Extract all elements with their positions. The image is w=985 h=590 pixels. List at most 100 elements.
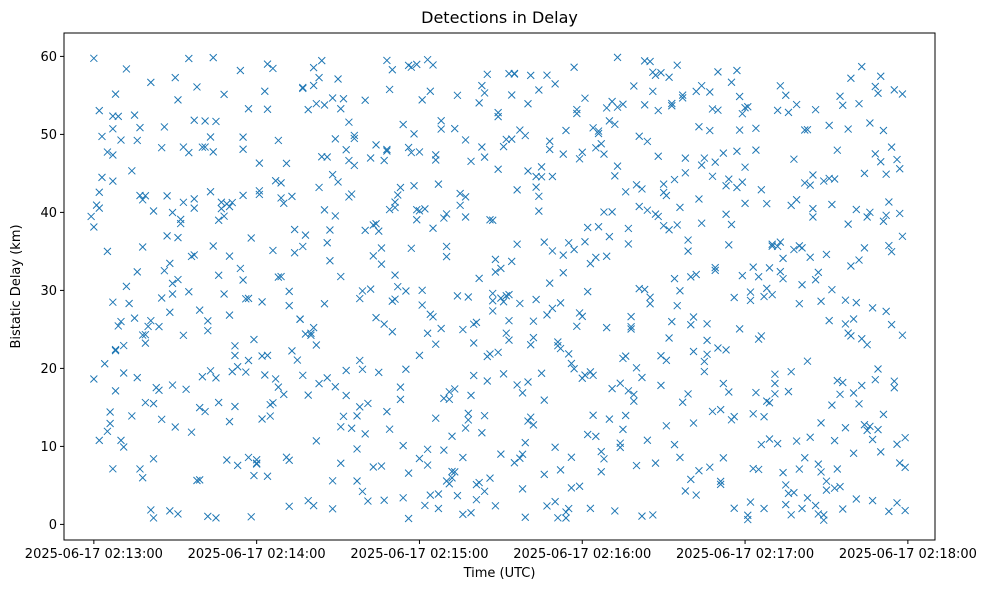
data-point — [776, 81, 785, 90]
data-point — [507, 135, 516, 143]
data-point — [391, 198, 399, 206]
data-point — [548, 247, 557, 255]
data-point — [705, 126, 714, 135]
data-point — [212, 374, 220, 382]
data-point — [494, 165, 502, 174]
data-point — [787, 367, 796, 376]
data-point — [146, 78, 155, 87]
data-point — [597, 139, 606, 148]
data-point — [594, 127, 603, 135]
data-point — [735, 126, 744, 134]
data-point — [868, 496, 877, 505]
data-point — [553, 338, 562, 346]
data-point — [225, 252, 234, 260]
data-point — [372, 313, 380, 322]
data-point — [692, 491, 701, 499]
data-point — [771, 379, 779, 388]
data-point — [703, 336, 711, 345]
x-axis-label: Time (UTC) — [463, 566, 536, 581]
data-point — [442, 242, 451, 251]
data-point — [684, 247, 692, 256]
data-point — [464, 293, 473, 301]
data-point — [762, 199, 771, 208]
data-point — [640, 285, 649, 294]
data-point — [749, 409, 758, 418]
data-point — [87, 212, 95, 221]
data-point — [431, 156, 440, 164]
data-point — [662, 356, 671, 365]
data-point — [784, 108, 793, 117]
data-point — [583, 287, 592, 296]
data-point — [575, 309, 584, 317]
data-point — [431, 340, 440, 349]
data-point — [269, 246, 277, 255]
data-points — [87, 53, 910, 525]
data-point — [711, 263, 720, 272]
data-point — [347, 190, 356, 198]
data-point — [591, 253, 600, 262]
data-point — [743, 515, 752, 524]
data-point — [255, 190, 264, 199]
data-point — [328, 94, 337, 102]
data-point — [724, 175, 733, 183]
data-point — [236, 264, 245, 273]
data-point — [369, 463, 378, 471]
data-point — [95, 204, 104, 212]
data-point — [467, 508, 475, 517]
data-point — [179, 198, 188, 207]
data-point — [760, 504, 768, 513]
data-point — [98, 173, 106, 182]
data-point — [597, 447, 606, 456]
data-point — [437, 116, 446, 125]
data-point — [146, 506, 155, 514]
data-point — [168, 279, 177, 288]
data-point — [383, 145, 391, 154]
data-point — [703, 350, 711, 359]
data-point — [556, 299, 565, 307]
data-point — [111, 346, 120, 355]
data-point — [882, 170, 891, 179]
data-point — [589, 411, 597, 420]
data-point — [716, 480, 725, 489]
data-point — [160, 123, 169, 131]
data-point — [133, 136, 142, 145]
data-point — [274, 383, 283, 391]
data-point — [241, 294, 250, 303]
data-point — [667, 317, 676, 326]
data-point — [222, 456, 231, 464]
data-point — [591, 432, 600, 441]
data-point — [106, 419, 114, 428]
data-point — [646, 299, 654, 308]
data-point — [882, 211, 891, 220]
data-point — [320, 299, 329, 308]
data-point — [825, 121, 834, 130]
data-point — [602, 252, 611, 261]
data-point — [193, 83, 201, 91]
data-point — [491, 501, 500, 510]
data-point — [342, 145, 351, 154]
data-point — [486, 474, 494, 482]
data-point — [773, 439, 782, 448]
data-point — [103, 247, 112, 256]
data-point — [890, 85, 899, 94]
data-point — [89, 54, 98, 63]
y-tick-label: 60 — [40, 50, 57, 65]
data-point — [790, 488, 798, 497]
data-point — [497, 294, 505, 303]
data-point — [106, 408, 114, 416]
data-point — [214, 398, 223, 407]
data-point — [160, 266, 169, 275]
data-point — [838, 101, 847, 110]
data-point — [258, 298, 266, 306]
data-point — [171, 73, 180, 82]
data-point — [486, 350, 494, 358]
data-point — [377, 260, 386, 269]
data-point — [266, 412, 275, 420]
data-point — [231, 351, 239, 360]
data-point — [893, 498, 901, 507]
data-point — [358, 287, 367, 295]
data-point — [383, 56, 391, 65]
data-point — [350, 131, 359, 140]
data-point — [841, 320, 850, 328]
data-point — [545, 137, 554, 146]
